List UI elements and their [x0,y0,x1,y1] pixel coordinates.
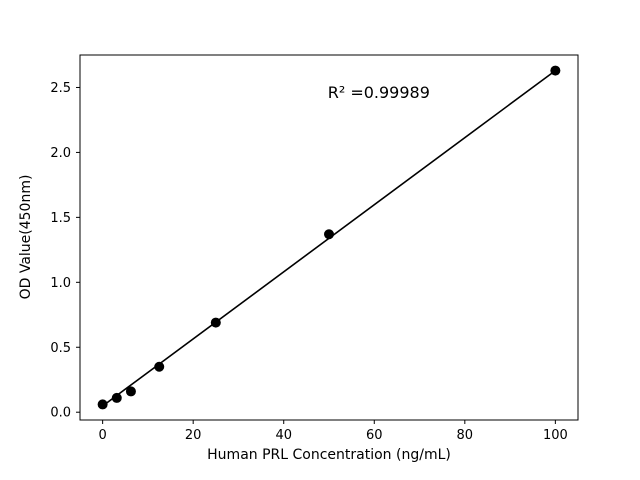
data-point [97,399,108,410]
r-squared-annotation: R² =0.99989 [328,83,430,102]
y-tick-label: 0.0 [50,406,71,421]
x-tick-label: 80 [457,428,474,443]
y-tick-label: 1.5 [50,211,71,226]
y-tick-label: 1.0 [50,276,71,291]
data-point [154,361,165,372]
x-axis-label: Human PRL Concentration (ng/mL) [207,447,451,463]
axes-box [79,54,579,421]
data-point [324,229,334,240]
data-point [210,317,221,328]
x-tick-label: 40 [275,428,292,443]
x-tick-label: 0 [98,428,106,443]
x-tick-label: 60 [366,428,383,443]
x-tick-label: 20 [185,428,202,443]
y-tick-label: 2.5 [50,81,71,96]
axes-layer: 0 20 40 60 80 100 0.0 0.5 1.0 1.5 2.0 2.5 [50,54,579,443]
y-axis-label: OD Value(450nm) [18,175,34,300]
data-point [550,65,561,76]
y-tick-label: 2.0 [50,146,71,161]
data-point [125,386,136,397]
x-tick-label: 100 [543,428,568,443]
plot-layer [97,65,561,410]
y-tick-label: 0.5 [50,341,71,356]
data-point [111,392,122,403]
